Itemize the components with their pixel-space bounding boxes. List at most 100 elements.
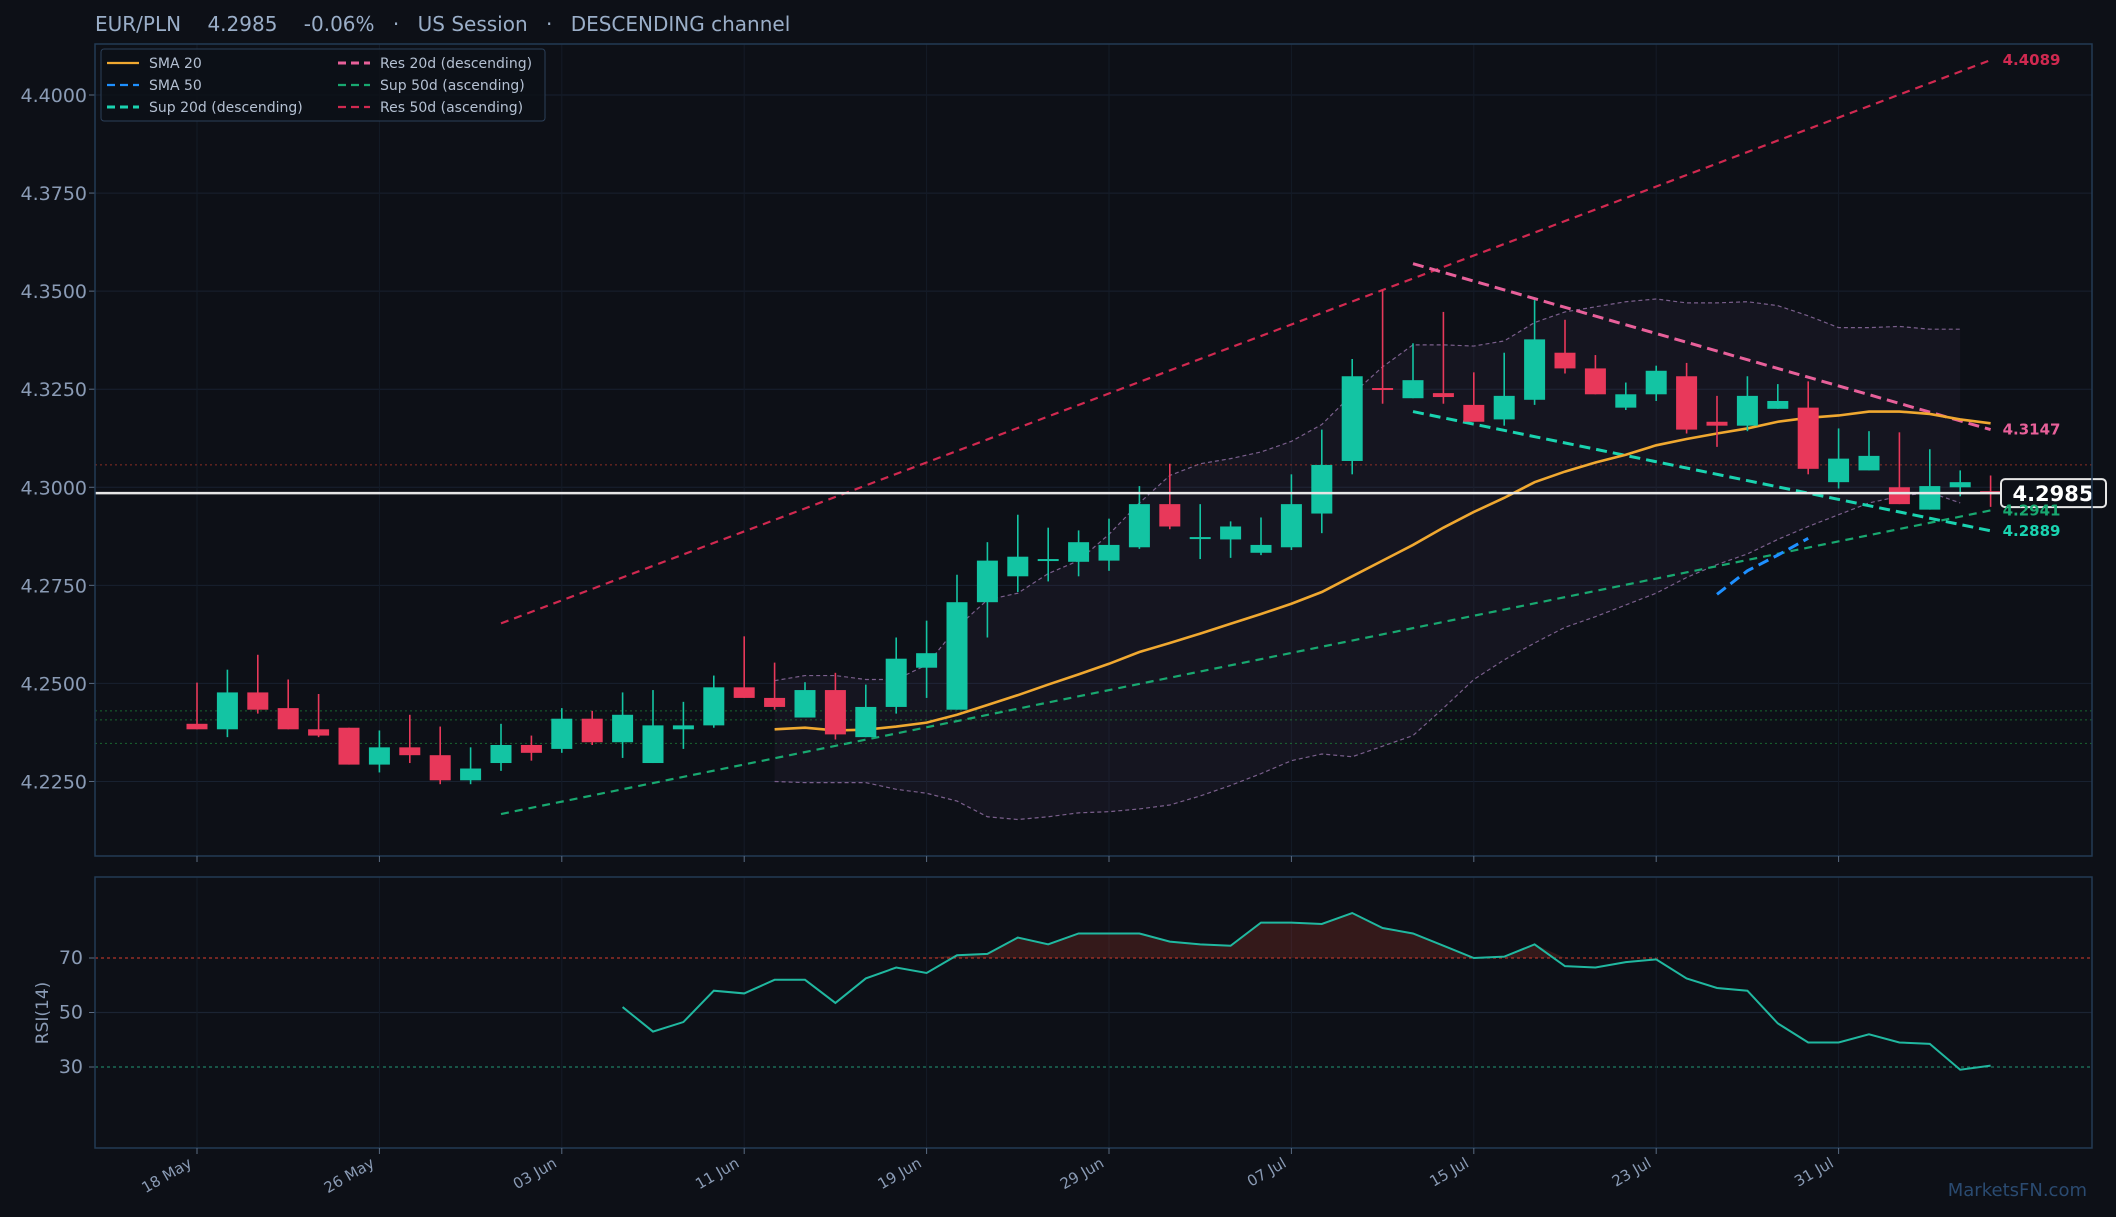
candle-body (1706, 421, 1728, 426)
legend-label: Sup 20d (descending) (149, 100, 303, 116)
legend-label: SMA 50 (149, 78, 202, 94)
candle (1767, 384, 1789, 409)
header-sep-2: · (546, 12, 552, 36)
trendline-end-label: 4.2889 (2003, 522, 2061, 540)
header-price: 4.2985 (207, 12, 277, 36)
candle (308, 693, 330, 738)
candle (855, 684, 877, 738)
candle (1189, 504, 1211, 560)
candle (1341, 358, 1363, 475)
trendlines (500, 59, 1992, 816)
candle (946, 574, 968, 710)
current-price-line: 4.2985 (95, 478, 2107, 509)
rsi-axis-label: RSI(14) (33, 982, 53, 1045)
candle-body (551, 718, 573, 749)
candle-body (277, 708, 299, 730)
price-panel: 4.2985 4.2250 4.2500 4.2750 4.3000 4.3250 4.3… (21, 43, 2107, 857)
rsi-gridlines (95, 877, 2092, 1148)
header-sep-1: · (393, 12, 399, 36)
candle-body (1767, 400, 1789, 409)
candle (824, 672, 846, 740)
header-session: US Session (418, 12, 528, 36)
candles (186, 289, 2002, 785)
trendline-end-label: 4.4089 (2003, 51, 2061, 69)
overbought-area (622, 913, 1991, 958)
candle-body (824, 690, 846, 735)
candle-body (1797, 407, 1819, 469)
bollinger-lower (774, 491, 1961, 821)
candle (338, 727, 360, 765)
rsi-series (621, 911, 1991, 1071)
candle-body (1858, 455, 1880, 471)
candle-body (460, 768, 482, 781)
chart-legend: SMA 20 SMA 50 Sup 20d (descending) Res 20d … (100, 48, 546, 122)
candle (1280, 474, 1302, 551)
candle-body (1341, 376, 1363, 461)
candle (1524, 300, 1546, 405)
candle-body (642, 725, 664, 764)
candle (1463, 372, 1485, 422)
candle (1311, 429, 1333, 534)
candle-body (1949, 482, 1971, 488)
candle-body (1250, 544, 1272, 553)
price-panel-frame (94, 43, 2093, 857)
candle (368, 730, 390, 773)
candle-body (1919, 486, 1941, 510)
candle (1402, 343, 1424, 399)
legend-label: Res 50d (ascending) (380, 100, 523, 116)
watermark: MarketsFN.com (1948, 1180, 2087, 1201)
candle (1828, 428, 1850, 489)
candle (277, 679, 299, 730)
candle (1493, 352, 1515, 426)
rsi-tick-label: 50 (59, 1002, 83, 1024)
header-channel: DESCENDING channel (571, 12, 791, 36)
candle-body (1645, 370, 1667, 395)
price-y-axis: 4.2250 4.2500 4.2750 4.3000 4.3250 4.3500 4.37… (21, 85, 95, 793)
candle-body (764, 697, 786, 707)
rsi-line (621, 911, 1991, 1071)
candle (186, 682, 208, 730)
candle (703, 675, 725, 728)
candle-body (1828, 458, 1850, 483)
current-price-box (2000, 478, 2107, 509)
rsi-panel-frame (94, 876, 2093, 1149)
candle-body (1159, 504, 1181, 527)
rsi-tick-label: 70 (59, 947, 83, 969)
candle-body (308, 729, 330, 736)
candle-body (1372, 388, 1394, 391)
candle-body (672, 725, 694, 730)
candle (1220, 521, 1242, 558)
current-price-label: 4.2985 (2012, 482, 2093, 506)
trendline (1412, 410, 1991, 533)
candle-body (581, 718, 603, 743)
candle (460, 747, 482, 785)
trendline-end-labels: 4.4089 4.2941 4.3147 4.2889 (2003, 51, 2061, 540)
candle (1736, 376, 1758, 432)
candle (1645, 365, 1667, 401)
candle (1159, 463, 1181, 530)
candle (520, 735, 542, 761)
candle (1858, 431, 1880, 471)
candle (1037, 527, 1059, 582)
candle-body (368, 747, 390, 765)
candle-body (216, 692, 238, 730)
candle-body (1220, 526, 1242, 540)
candle (642, 690, 664, 764)
candle-body (1584, 368, 1606, 395)
candle-body (885, 658, 907, 707)
candle-body (946, 602, 968, 710)
candle-body (490, 744, 512, 764)
candle-body (855, 706, 877, 738)
candle (612, 692, 634, 758)
candle-body (733, 687, 755, 698)
candle-body (976, 560, 998, 603)
candle-body (520, 744, 542, 753)
price-tick-label: 4.2750 (21, 575, 87, 597)
price-tick-label: 4.3500 (21, 281, 87, 303)
price-tick-label: 4.2250 (21, 771, 87, 793)
candle (247, 654, 269, 714)
candle (581, 710, 603, 745)
trendline-end-label: 4.3147 (2003, 421, 2061, 439)
candle (1584, 355, 1606, 395)
price-gridlines (95, 44, 2092, 856)
